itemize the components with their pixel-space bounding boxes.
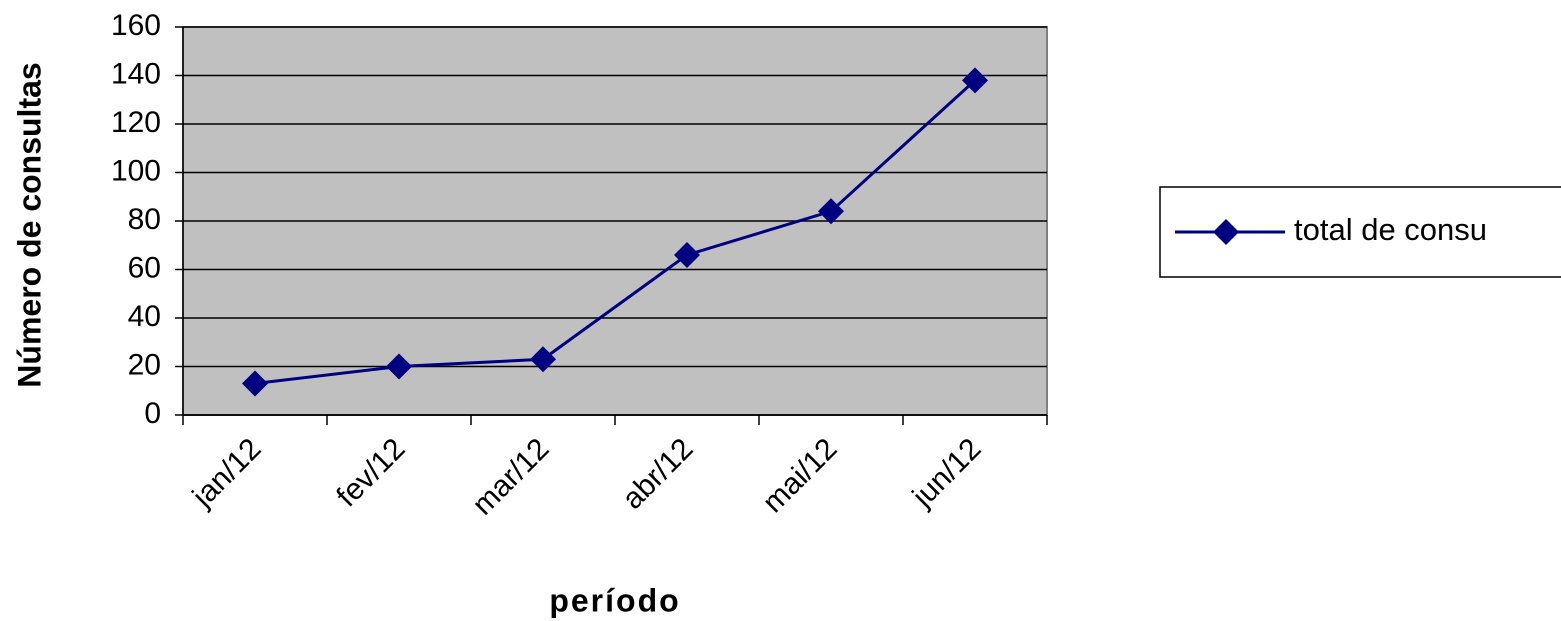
y-tick-label: 20 bbox=[128, 348, 161, 381]
data-point bbox=[242, 370, 268, 397]
data-point bbox=[818, 198, 844, 225]
x-tick-label: jun/12 bbox=[906, 432, 988, 514]
data-point bbox=[674, 241, 700, 268]
series-line bbox=[254, 79, 977, 385]
y-tick-label: 60 bbox=[128, 251, 161, 284]
x-tick-label: mar/12 bbox=[466, 432, 555, 521]
data-point bbox=[530, 346, 556, 373]
y-tick-label: 0 bbox=[144, 397, 161, 430]
y-axis-title: Número de consultas bbox=[11, 62, 47, 387]
y-tick-label: 100 bbox=[111, 154, 161, 187]
y-tick-label: 160 bbox=[111, 9, 161, 42]
data-point bbox=[962, 67, 988, 94]
legend-marker bbox=[1213, 219, 1239, 245]
x-tick-label: fev/12 bbox=[330, 432, 411, 513]
y-tick-label: 40 bbox=[128, 300, 161, 333]
x-tick-label: abr/12 bbox=[616, 432, 699, 515]
legend-box bbox=[1159, 186, 1561, 278]
y-tick-label: 120 bbox=[111, 106, 161, 139]
y-tick-label: 80 bbox=[128, 203, 161, 236]
x-tick-label: mai/12 bbox=[757, 432, 844, 519]
data-point bbox=[386, 353, 412, 380]
legend-label: total de consu bbox=[1294, 212, 1487, 247]
y-tick-label: 140 bbox=[111, 57, 161, 90]
x-tick-label: jan/12 bbox=[186, 432, 268, 514]
x-axis-title: período bbox=[549, 582, 680, 618]
